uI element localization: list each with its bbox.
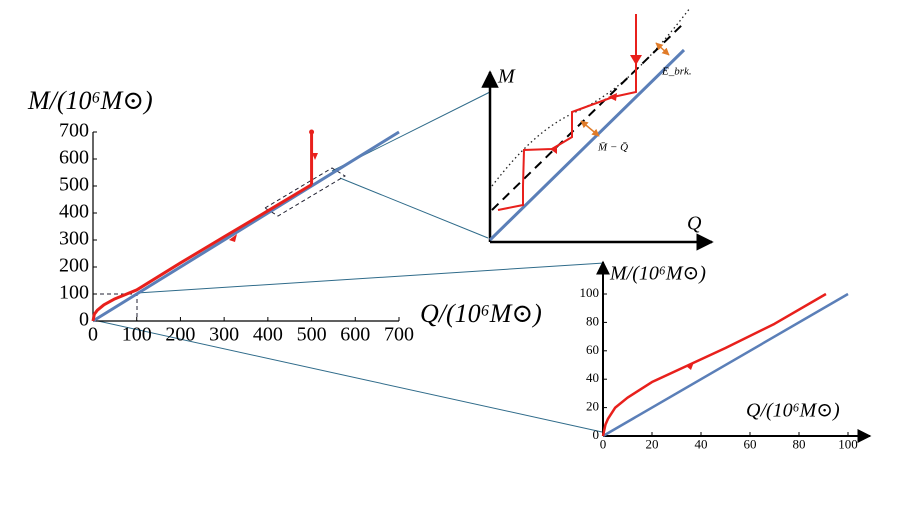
schematic-inset: M Q E_brk. M̄ − Q̄ [481, 7, 714, 251]
y-tick-label: 80 [586, 313, 599, 328]
x-tick-label: 300 [209, 324, 239, 346]
y-axis-label: M/(10⁶M⊙) [609, 263, 706, 285]
x-tick-label: 80 [793, 437, 806, 452]
y-tick-label: 0 [593, 427, 600, 442]
annotation: E_brk. [661, 66, 692, 78]
x-tick-label: 0 [88, 324, 98, 346]
schematic-x-label: Q [687, 213, 702, 235]
x-axis-label: Q/(10⁶M⊙) [420, 299, 542, 328]
y-tick-label: 100 [59, 282, 89, 304]
direction-arrow [229, 234, 237, 242]
y-tick-label: 700 [59, 120, 89, 142]
x-axis-label: Q/(10⁶M⊙) [746, 400, 840, 422]
y-tick-label: 40 [586, 370, 599, 385]
direction-arrow [312, 153, 318, 160]
x-tick-label: 20 [646, 437, 659, 452]
annotation: M̄ − Q̄ [597, 142, 628, 154]
x-tick-label: 60 [744, 437, 757, 452]
x-tick-label: 500 [297, 324, 327, 346]
y-tick-label: 600 [59, 147, 89, 169]
y-tick-label: 400 [59, 201, 89, 223]
x-tick-label: 40 [695, 437, 708, 452]
x-tick-label: 100 [122, 324, 152, 346]
y-axis-label: M/(10⁶M⊙) [27, 86, 153, 115]
y-tick-label: 300 [59, 228, 89, 250]
y-tick-label: 500 [59, 174, 89, 196]
y-tick-label: 0 [79, 309, 89, 331]
x-tick-label: 0 [600, 437, 607, 452]
y-tick-label: 200 [59, 255, 89, 277]
x-tick-label: 700 [384, 324, 414, 346]
y-tick-label: 20 [586, 399, 599, 414]
x-tick-label: 200 [165, 324, 195, 346]
data-line [601, 292, 827, 437]
x-tick-label: 600 [340, 324, 370, 346]
zoom-connectors [97, 91, 605, 433]
x-tick-label: 400 [253, 324, 283, 346]
data-line [602, 292, 849, 438]
schematic-y-label: M [497, 66, 516, 88]
y-tick-label: 60 [586, 342, 599, 357]
x-tick-label: 100 [838, 437, 858, 452]
y-tick-label: 100 [580, 285, 600, 300]
data-line [91, 183, 313, 322]
start-point [309, 129, 315, 135]
data-line [92, 130, 400, 323]
